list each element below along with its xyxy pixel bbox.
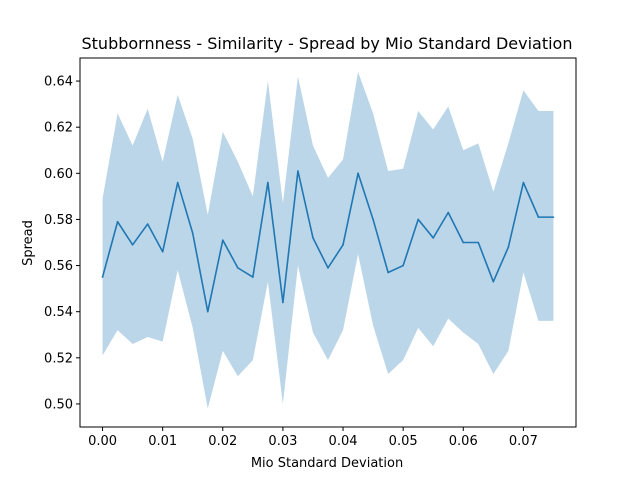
data-point <box>492 280 495 283</box>
data-point <box>432 237 435 239</box>
data-point <box>342 244 344 246</box>
y-tick-label: 0.64 <box>44 75 73 90</box>
chart-title: Stubbornness - Similarity - Spread by Mi… <box>82 34 573 53</box>
data-point <box>537 216 540 218</box>
data-point <box>387 271 389 274</box>
data-point <box>221 239 224 241</box>
y-tick-label: 0.56 <box>44 259 73 274</box>
y-tick-label: 0.60 <box>44 167 73 182</box>
confidence-bands <box>102 71 554 409</box>
confidence-band-0 <box>102 71 554 409</box>
y-axis-ticks: 0.50 0.52 0.54 0.56 0.58 0.60 0.62 0.64 <box>44 75 80 412</box>
data-point <box>116 220 119 223</box>
data-point <box>417 218 419 221</box>
data-point <box>462 241 465 244</box>
data-point <box>237 267 239 269</box>
data-point <box>522 181 525 184</box>
data-point <box>176 181 179 184</box>
x-axis-ticks: 0.00 0.01 0.02 0.03 0.04 0.05 0.06 0.07 <box>88 427 538 449</box>
y-axis-label: Spread <box>21 220 36 266</box>
x-tick-label: 0.03 <box>268 434 297 449</box>
plot-frame <box>79 57 577 428</box>
y-tick-label: 0.50 <box>44 397 73 412</box>
x-tick-label: 0.05 <box>389 434 418 449</box>
data-point <box>447 211 450 214</box>
data-point <box>372 218 374 221</box>
y-tick-label: 0.62 <box>44 121 73 136</box>
data-point <box>131 244 134 246</box>
y-tick-label: 0.54 <box>44 305 73 320</box>
data-point <box>206 310 209 313</box>
x-tick-label: 0.06 <box>449 434 478 449</box>
data-point <box>101 276 104 278</box>
y-tick-label: 0.58 <box>44 213 73 228</box>
data-point <box>267 181 269 184</box>
data-point <box>477 241 480 244</box>
x-tick-label: 0.07 <box>509 434 538 449</box>
y-tick-label: 0.52 <box>44 351 73 366</box>
series-lines <box>101 170 555 313</box>
x-tick-label: 0.02 <box>208 434 237 449</box>
data-point <box>552 216 555 218</box>
x-tick-label: 0.01 <box>148 434 177 449</box>
data-point <box>402 264 404 267</box>
data-point <box>282 301 284 304</box>
data-point <box>327 267 329 269</box>
data-point <box>507 246 510 248</box>
data-point <box>312 237 314 239</box>
data-point <box>161 250 164 253</box>
x-tick-label: 0.04 <box>329 434 358 449</box>
data-point <box>146 223 149 225</box>
plot-area <box>80 58 576 427</box>
data-point <box>357 172 359 175</box>
data-point <box>191 232 194 235</box>
data-point <box>297 170 299 172</box>
x-tick-label: 0.00 <box>88 434 117 449</box>
x-axis-label: Mio Standard Deviation <box>251 456 403 471</box>
data-point <box>252 276 254 278</box>
